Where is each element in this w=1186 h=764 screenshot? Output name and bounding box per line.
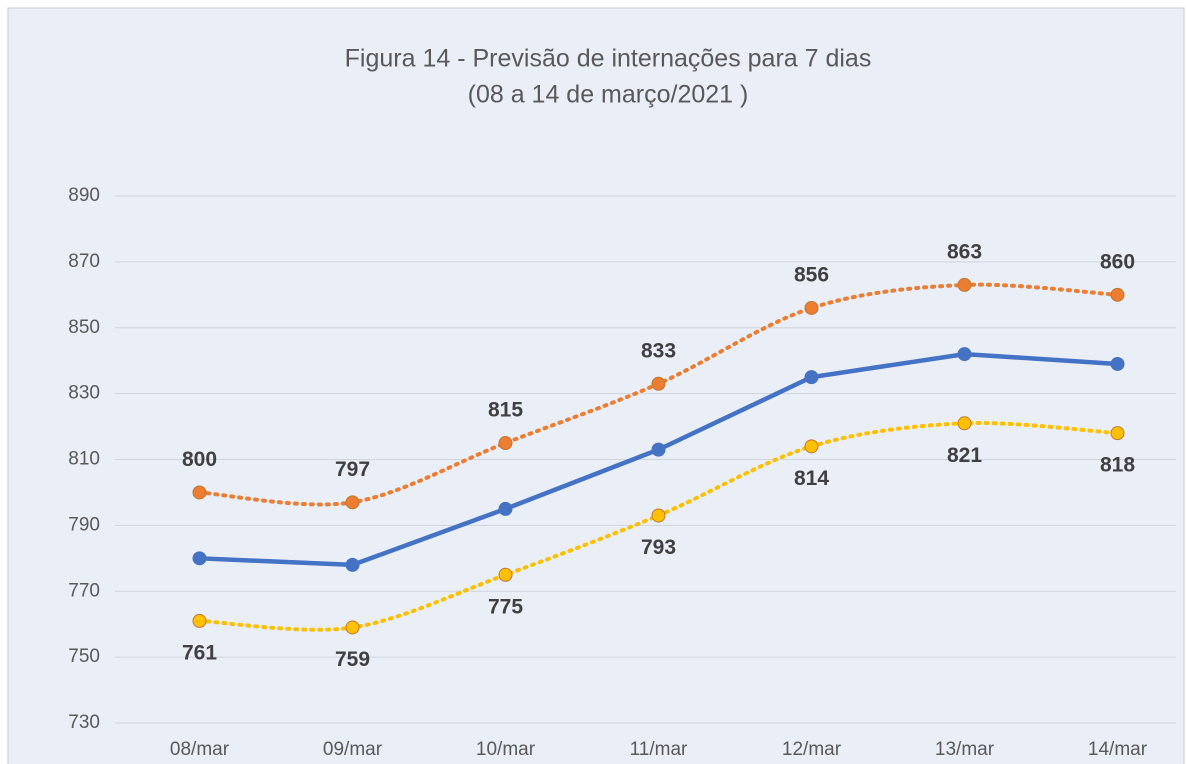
- data-label: 863: [947, 240, 982, 263]
- data-label: 821: [947, 444, 982, 467]
- marker: [804, 370, 819, 385]
- x-tick-label: 13/mar: [935, 739, 995, 760]
- marker: [1110, 287, 1125, 302]
- data-label: 797: [335, 458, 370, 481]
- marker: [957, 277, 972, 292]
- y-tick-label: 850: [68, 317, 100, 338]
- x-tick-label: 12/mar: [782, 739, 842, 760]
- data-label: 814: [794, 467, 829, 490]
- y-tick-label: 770: [68, 580, 100, 601]
- y-tick-label: 730: [68, 712, 100, 733]
- data-label: 759: [335, 648, 370, 671]
- marker: [1110, 426, 1125, 441]
- marker: [651, 508, 666, 523]
- data-label: 800: [182, 448, 217, 471]
- marker: [804, 300, 819, 315]
- y-tick-label: 890: [68, 185, 100, 206]
- data-label: 860: [1100, 250, 1135, 273]
- chart-background: [7, 7, 1185, 764]
- y-tick-label: 810: [68, 449, 100, 470]
- chart-subtitle: (08 a 14 de março/2021 ): [468, 81, 749, 109]
- y-tick-label: 790: [68, 514, 100, 535]
- x-tick-label: 14/mar: [1088, 739, 1148, 760]
- data-label: 856: [794, 264, 829, 287]
- y-tick-label: 750: [68, 646, 100, 667]
- y-tick-label: 870: [68, 251, 100, 272]
- marker: [345, 620, 360, 635]
- marker: [345, 557, 360, 572]
- chart-title: Figura 14 - Previsão de internações para…: [345, 45, 872, 73]
- marker: [957, 347, 972, 362]
- marker: [498, 567, 513, 582]
- marker: [651, 442, 666, 457]
- marker: [345, 495, 360, 510]
- y-tick-label: 830: [68, 383, 100, 404]
- x-tick-label: 09/mar: [323, 739, 383, 760]
- x-tick-label: 11/mar: [630, 739, 688, 760]
- x-tick-label: 10/mar: [476, 739, 536, 760]
- data-label: 815: [488, 399, 523, 422]
- marker: [498, 436, 513, 451]
- marker: [192, 485, 207, 500]
- data-label: 775: [488, 595, 523, 618]
- data-label: 761: [182, 641, 217, 664]
- x-tick-label: 08/mar: [170, 739, 230, 760]
- marker: [498, 501, 513, 516]
- data-label: 818: [1100, 454, 1135, 477]
- data-label: 833: [641, 339, 676, 362]
- marker: [804, 439, 819, 454]
- marker: [192, 613, 207, 628]
- marker: [1110, 356, 1125, 371]
- data-label: 793: [641, 536, 676, 559]
- marker: [957, 416, 972, 431]
- marker: [192, 551, 207, 566]
- marker: [651, 376, 666, 391]
